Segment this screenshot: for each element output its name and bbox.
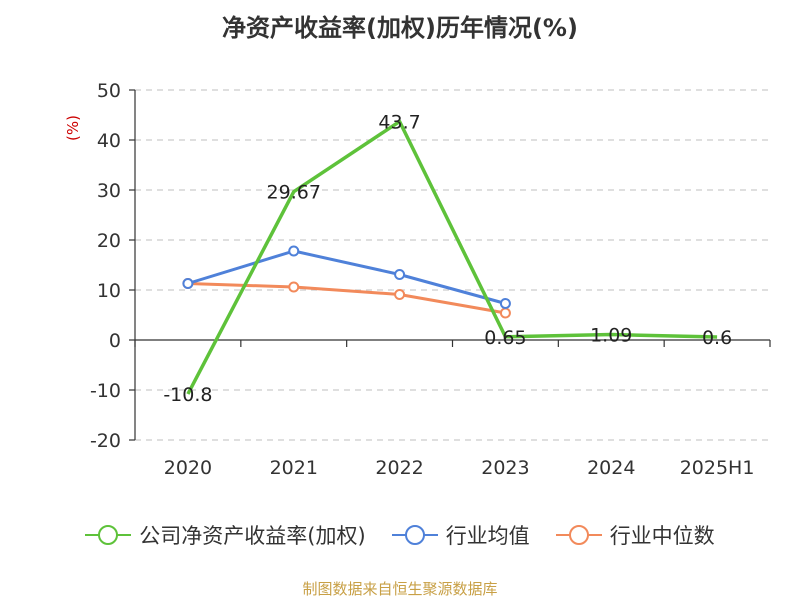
x-tick-label: 2025H1 <box>680 457 755 479</box>
series-line <box>186 119 718 395</box>
x-tick-label: 2021 <box>270 457 318 479</box>
data-point <box>288 245 300 257</box>
data-point <box>394 289 406 300</box>
x-tick-label: 2022 <box>375 457 423 479</box>
y-axis-unit-label: (%) <box>64 115 82 141</box>
data-point <box>394 269 406 280</box>
legend-swatch-industry-median <box>555 525 602 545</box>
data-label: -10.8 <box>163 384 212 406</box>
data-source-note: 制图数据来自恒生聚源数据库 <box>302 580 498 598</box>
x-tick-label: 2024 <box>587 457 635 479</box>
data-label: 0.6 <box>702 327 732 349</box>
y-tick-label: 50 <box>97 80 121 102</box>
data-point <box>499 298 511 309</box>
series-layer <box>182 119 718 395</box>
series-line <box>187 282 506 315</box>
data-label: 0.65 <box>484 327 526 349</box>
legend-item-company-roe[interactable]: 公司净资产收益率(加权) <box>85 520 366 550</box>
chart-title: 净资产收益率(加权)历年情况(%) <box>222 14 578 42</box>
y-tick-label: 30 <box>97 180 121 202</box>
data-point <box>182 278 194 289</box>
legend-item-industry-median[interactable]: 行业中位数 <box>555 520 715 550</box>
legend-item-industry-mean[interactable]: 行业均值 <box>391 520 530 550</box>
legend-label-industry-median: 行业中位数 <box>609 524 715 548</box>
y-tick-label: 0 <box>109 330 121 352</box>
y-tick-label: 20 <box>97 230 121 252</box>
y-tick-label: 40 <box>97 130 121 152</box>
legend-label-industry-mean: 行业均值 <box>445 524 530 548</box>
series-line <box>187 249 506 305</box>
data-point <box>499 307 511 319</box>
axes: 50 40 30 20 10 0 -10 -20 2020 2021 2022 2023 2024 202… <box>90 80 771 479</box>
y-tick-label: -10 <box>90 380 121 402</box>
legend-swatch-company-roe <box>85 525 132 545</box>
y-tick-label: -20 <box>90 430 121 452</box>
data-label: 29.67 <box>267 182 321 204</box>
data-label: 1.09 <box>590 325 632 347</box>
y-tick-label: 10 <box>97 280 121 302</box>
data-labels: -10.8 29.67 43.7 0.65 1.09 0.6 <box>163 112 732 407</box>
x-tick-label: 2023 <box>481 457 529 479</box>
legend: 公司净资产收益率(加权) 行业均值 行业中位数 <box>0 520 800 550</box>
legend-swatch-industry-mean <box>391 525 438 545</box>
data-label: 43.7 <box>378 112 420 134</box>
x-tick-label: 2020 <box>164 457 212 479</box>
data-point <box>288 281 300 293</box>
legend-label-company-roe: 公司净资产收益率(加权) <box>139 524 366 548</box>
gridlines <box>135 89 770 441</box>
